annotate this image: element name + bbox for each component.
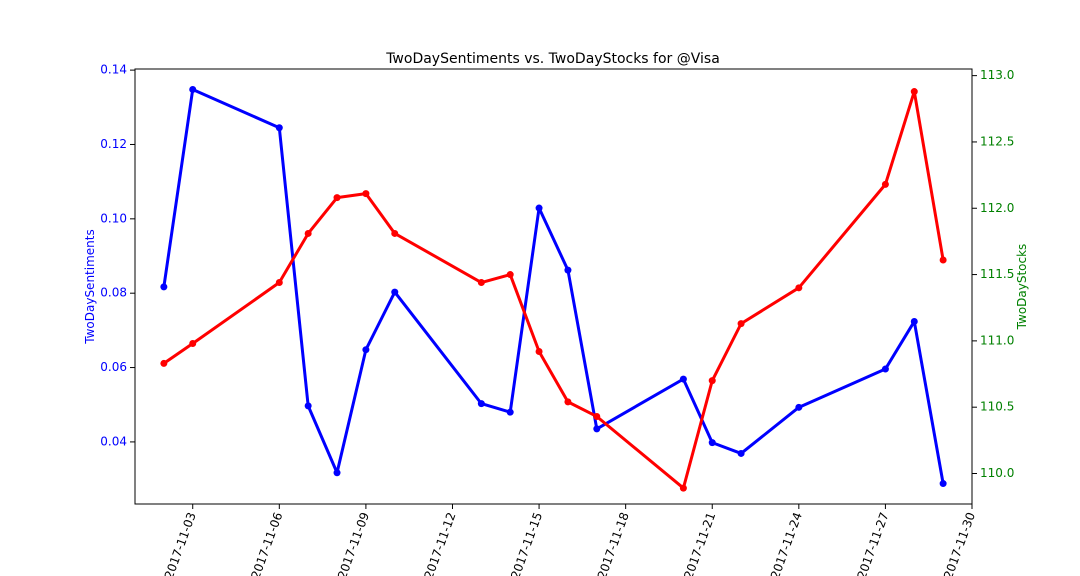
chart-title: TwoDaySentiments vs. TwoDayStocks for @V… <box>385 51 720 67</box>
stocks-data-point <box>881 180 889 188</box>
stocks-data-point <box>939 256 947 264</box>
plot-frame <box>134 68 973 505</box>
stocks-data-point <box>391 229 399 237</box>
y-axis-right-title: TwoDayStocks <box>1015 244 1029 331</box>
y-left-tick-label: 0.12 <box>100 137 127 151</box>
y-left-tick-label: 0.06 <box>100 360 127 374</box>
y-axis-left-title: TwoDaySentiments <box>83 229 97 344</box>
stocks-data-point <box>362 190 370 198</box>
sentiments-data-point <box>304 402 312 410</box>
y-right-tick-label: 111.5 <box>980 267 1014 281</box>
stocks-data-point <box>506 271 514 279</box>
stocks-data-point <box>679 484 687 492</box>
sentiments-data-point <box>795 403 803 411</box>
sentiments-data-point <box>708 439 716 447</box>
sentiments-data-point <box>881 365 889 373</box>
stocks-data-point <box>477 279 485 287</box>
sentiments-data-point <box>189 85 197 93</box>
sentiments-data-point <box>593 425 601 433</box>
y-right-tick-label: 111.0 <box>980 333 1014 347</box>
sentiments-data-point <box>939 480 947 488</box>
y-right-tick-label: 112.0 <box>980 201 1014 215</box>
sentiments-data-point <box>333 469 341 477</box>
stocks-data-point <box>160 359 168 367</box>
y-right-tick-label: 110.5 <box>980 400 1014 414</box>
sentiments-data-point <box>506 408 514 416</box>
stocks-data-point <box>535 347 543 355</box>
sentiments-data-point <box>362 346 370 354</box>
series-layer <box>160 85 947 492</box>
sentiments-data-point <box>275 124 283 132</box>
y-left-tick-label: 0.14 <box>100 63 127 77</box>
y-right-tick-label: 113.0 <box>980 68 1014 82</box>
stocks-data-point <box>304 229 312 237</box>
sentiments-data-point <box>477 400 485 408</box>
y-left-tick-label: 0.04 <box>100 434 127 448</box>
sentiments-data-point <box>160 283 168 291</box>
y-right-tick-label: 112.5 <box>980 134 1014 148</box>
y-left-tick-label: 0.08 <box>100 286 127 300</box>
stocks-data-point <box>910 88 918 96</box>
sentiments-data-point <box>910 317 918 325</box>
y-axis-right: 110.0 110.5 111.0 111.5 112.0 112.5 113.0 <box>972 68 1014 480</box>
sentiments-data-point <box>679 375 687 383</box>
y-right-tick-label: 110.0 <box>980 466 1014 480</box>
stocks-data-point <box>795 284 803 292</box>
sentiments-data-point <box>535 204 543 212</box>
stocks-data-point <box>564 398 572 406</box>
stocks-data-point <box>708 377 716 385</box>
stocks-data-point <box>593 412 601 420</box>
sentiments-data-point <box>391 288 399 296</box>
stocks-data-point <box>275 279 283 287</box>
y-left-tick-label: 0.10 <box>100 211 127 225</box>
y-axis-left: 0.04 0.06 0.08 0.10 0.12 0.14 <box>100 63 135 448</box>
stocks-data-point <box>333 194 341 202</box>
stocks-data-point <box>737 320 745 328</box>
stocks-data-point <box>189 340 197 348</box>
sentiments-data-point <box>737 449 745 457</box>
sentiments-data-point <box>564 266 572 274</box>
